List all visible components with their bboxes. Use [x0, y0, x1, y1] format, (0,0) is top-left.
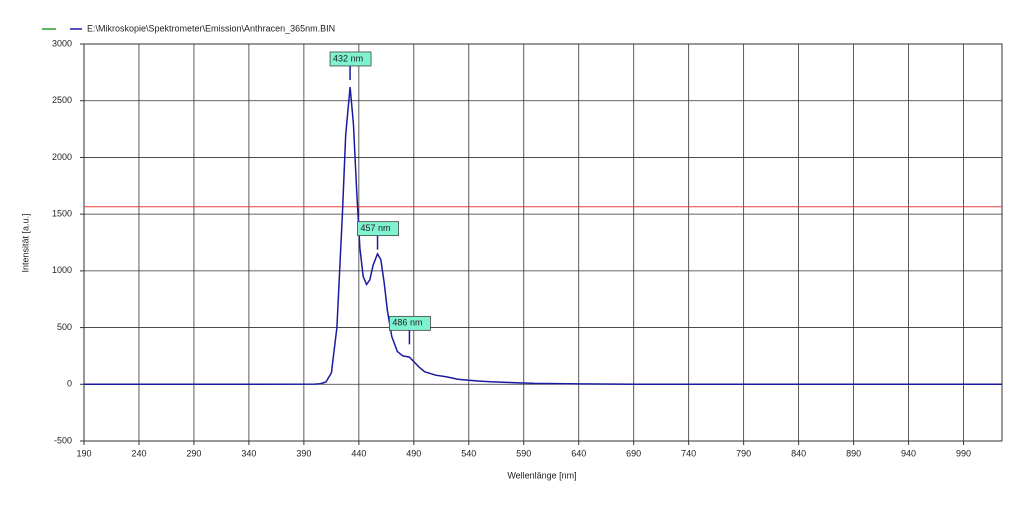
y-tick-label: 500 [57, 322, 72, 332]
x-tick-label: 340 [241, 448, 256, 458]
annotation-box [329, 51, 372, 67]
x-tick-label: 290 [186, 448, 201, 458]
x-tick-label: 240 [131, 448, 146, 458]
x-tick-label: 490 [406, 448, 421, 458]
x-tick-label: 790 [736, 448, 751, 458]
x-tick-label: 940 [901, 448, 916, 458]
y-tick-label: 0 [67, 379, 72, 389]
y-tick-label: 1000 [52, 265, 72, 275]
annotation-label: 457 nm [361, 223, 391, 233]
y-tick-label: 1500 [52, 209, 72, 219]
x-tick-label: 640 [571, 448, 586, 458]
spectrum-line [84, 87, 1002, 386]
annotation-label: 486 nm [392, 318, 422, 328]
annotation-box [357, 221, 399, 237]
y-tick-label: 3000 [52, 38, 72, 48]
annotation-label: 432 nm [333, 53, 363, 63]
x-tick-label: 590 [516, 448, 531, 458]
y-tick-label: 2000 [52, 152, 72, 162]
x-tick-label: 890 [846, 448, 861, 458]
x-tick-label: 190 [76, 448, 91, 458]
annotation-box [389, 315, 431, 331]
x-tick-label: 690 [626, 448, 641, 458]
x-tick-label: 840 [791, 448, 806, 458]
x-tick-label: 990 [956, 448, 971, 458]
x-tick-label: 740 [681, 448, 696, 458]
x-tick-label: 540 [461, 448, 476, 458]
x-axis-label: Wellenlänge [nm] [507, 470, 576, 480]
x-tick-label: 440 [351, 448, 366, 458]
x-tick-label: 390 [296, 448, 311, 458]
legend-label: E:\Mikroskopie\Spektrometer\Emission\Ant… [87, 23, 335, 33]
y-tick-label: -500 [54, 435, 72, 445]
y-tick-label: 2500 [52, 95, 72, 105]
y-axis-label: Intensität [a.u.] [20, 213, 30, 272]
